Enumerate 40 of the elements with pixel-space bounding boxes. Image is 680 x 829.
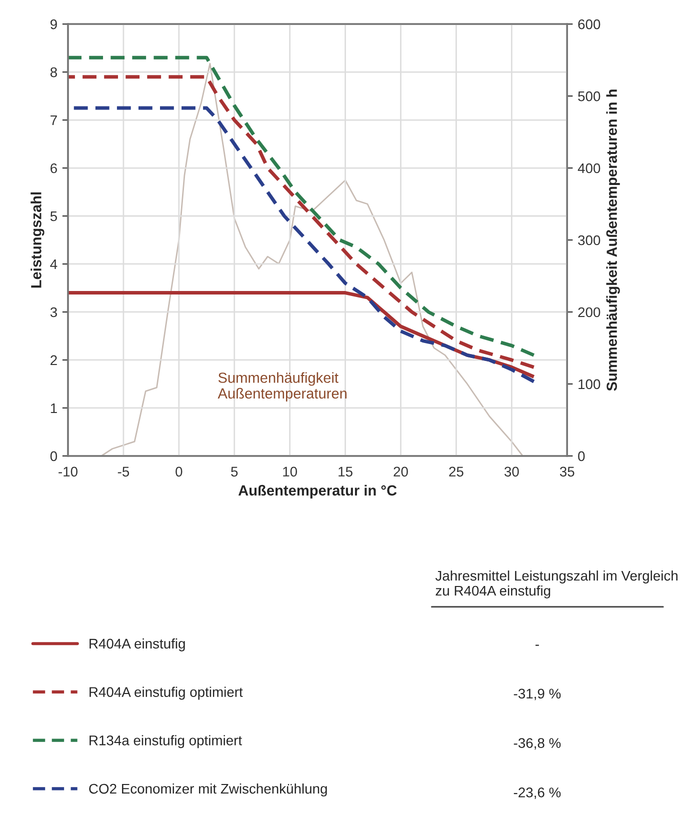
x-tick-label: -5 — [118, 466, 130, 477]
text: -23,6 % — [514, 788, 561, 800]
text: -36,8 % — [514, 738, 561, 750]
legend-label: R404A einstufig — [90, 638, 185, 652]
x-tick-label: 20 — [394, 466, 408, 477]
x-tick-label: 0 — [176, 466, 182, 477]
y-tick-label: 1 — [50, 403, 57, 413]
y-tick-label: 8 — [50, 67, 57, 78]
y2-tick-label: 400 — [578, 163, 600, 174]
y-tick-label: 6 — [50, 163, 57, 174]
y2-tick-label: 600 — [578, 19, 600, 30]
text: - — [536, 644, 539, 646]
y2-tick-label: 0 — [578, 451, 585, 462]
text: Jahresmittel Leistungszahl im Vergleich zu R404A einstufig — [435, 570, 678, 598]
y2-tick-label: 300 — [578, 235, 600, 246]
y-tick-label: 5 — [50, 211, 57, 222]
y-tick-label: 2 — [50, 355, 57, 366]
legend-label: CO2 Economizer mit Zwischenkühlung — [89, 783, 327, 796]
y-tick-label: 3 — [50, 307, 57, 318]
x-tick-label: 10 — [283, 466, 298, 477]
legend-label: R404A einstufig optimiert — [90, 686, 243, 700]
y2-tick-label: 500 — [578, 91, 600, 102]
x-axis-title: Außentemperatur in °C — [238, 484, 397, 498]
y-tick-label: 0 — [50, 451, 58, 462]
y-tick-label: 4 — [50, 259, 58, 270]
x-tick-label: 30 — [504, 466, 519, 477]
x-tick-label: 5 — [231, 466, 238, 477]
x-tick-label: 35 — [560, 466, 574, 477]
y-tick-label: 9 — [50, 19, 57, 30]
text: -31,9 % — [514, 688, 561, 700]
legend-label: R134a einstufig optimiert — [90, 735, 242, 748]
y-axis-title: Leistungszahl — [30, 192, 44, 288]
y2-axis-title: Summenhäufigkeit Außentemperaturen in h — [606, 90, 620, 391]
x-tick-label: -10 — [58, 466, 78, 477]
y2-tick-label: 200 — [578, 307, 600, 318]
annotation: Summenhäufigkeit Außentemperaturen — [218, 372, 346, 402]
y2-tick-label: 100 — [578, 379, 600, 390]
y-tick-label: 7 — [50, 116, 57, 126]
x-tick-label: 15 — [338, 466, 352, 477]
x-tick-label: 25 — [449, 466, 464, 477]
